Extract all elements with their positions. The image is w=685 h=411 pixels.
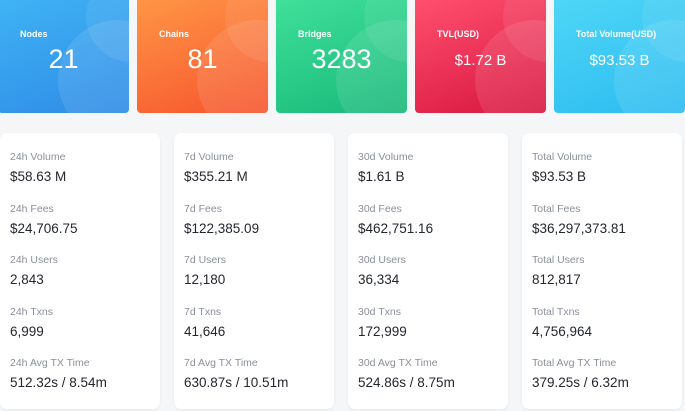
chains-label: Chains [159,29,190,39]
metric-label: 24h Fees [10,203,54,215]
metric-24h-txns: 24h Txns 6,999 [10,306,53,339]
metric-label: 30d Users [358,254,406,266]
metric-7d-txns: 7d Txns 41,646 [184,306,225,339]
metric-label: 7d Fees [184,203,222,215]
metric-7d-volume: 7d Volume $355.21 M [184,151,248,184]
metric-value: 379.25s / 6.32m [532,375,629,390]
metric-value: 4,756,964 [532,324,593,339]
metric-value: 41,646 [184,324,226,339]
tvl-card: TVL(USD) $1.72 B [415,0,546,113]
nodes-label: Nodes [20,29,48,39]
metric-label: 24h Users [10,254,58,266]
metric-total-volume: Total Volume $93.53 B [532,151,592,184]
metric-value: $36,297,373.81 [532,221,626,236]
metric-label: 30d Fees [358,203,402,215]
tvl-label: TVL(USD) [437,29,479,39]
metric-label: 7d Users [184,254,227,266]
metric-value: $355.21 M [184,169,248,184]
metric-7d-avg-tx-time: 7d Avg TX Time 630.87s / 10.51m [184,357,288,390]
chains-value: 81 [187,44,218,74]
metrics-card-30d: 30d Volume $1.61 B 30d Fees $462,751.16 … [348,133,508,409]
bridges-card: Bridges 3283 [276,0,407,113]
metric-label: 24h Volume [10,151,66,163]
metric-total-fees: Total Fees $36,297,373.81 [532,203,626,236]
bridges-label: Bridges [298,29,332,39]
total-volume-value: $93.53 B [589,52,650,69]
bridges-value: 3283 [311,44,372,74]
metric-value: $462,751.16 [358,221,434,236]
nodes-card: Nodes 21 [0,0,129,113]
metric-label: 7d Avg TX Time [184,357,258,369]
metric-30d-volume: 30d Volume $1.61 B [358,151,413,184]
metric-30d-txns: 30d Txns 172,999 [358,306,407,339]
metric-total-txns: Total Txns 4,756,964 [532,306,592,339]
metric-label: Total Txns [532,306,580,318]
metric-24h-users: 24h Users 2,843 [10,254,58,287]
metric-label: 30d Volume [358,151,414,163]
metric-label: 30d Txns [358,306,401,318]
metric-label: Total Fees [532,203,581,215]
metric-value: 812,817 [532,272,581,287]
metric-value: 512.32s / 8.54m [10,375,107,390]
metric-value: $58.63 M [10,169,67,184]
metric-24h-volume: 24h Volume $58.63 M [10,151,66,184]
nodes-value: 21 [48,44,79,74]
total-volume-label: Total Volume(USD) [576,29,657,39]
metric-label: 7d Txns [184,306,222,318]
metric-label: 30d Avg TX Time [358,357,438,369]
metric-30d-avg-tx-time: 30d Avg TX Time 524.86s / 8.75m [358,357,455,390]
metric-value: 6,999 [10,324,44,339]
metric-value: 172,999 [358,324,407,339]
metric-total-users: Total Users 812,817 [532,254,585,287]
metric-value: 524.86s / 8.75m [358,375,455,390]
metric-30d-fees: 30d Fees $462,751.16 [358,203,433,236]
metric-label: 7d Volume [184,151,234,163]
metric-7d-users: 7d Users 12,180 [184,254,226,287]
metrics-card-7d: 7d Volume $355.21 M 7d Fees $122,385.09 … [174,133,334,409]
metric-value: 2,843 [10,272,44,287]
metric-value: $1.61 B [358,169,405,184]
metric-24h-avg-tx-time: 24h Avg TX Time 512.32s / 8.54m [10,357,107,390]
metric-value: $93.53 B [532,169,587,184]
metric-30d-users: 30d Users 36,334 [358,254,406,287]
metric-label: Total Users [532,254,585,266]
total-volume-card: Total Volume(USD) $93.53 B [554,0,685,113]
metric-value: 12,180 [184,272,226,287]
metric-24h-fees: 24h Fees $24,706.75 [10,203,78,236]
tvl-value: $1.72 B [454,52,507,69]
chains-card: Chains 81 [137,0,268,113]
metric-7d-fees: 7d Fees $122,385.09 [184,203,259,236]
metrics-card-total: Total Volume $93.53 B Total Fees $36,297… [522,133,682,409]
stats-row: Nodes 21 Chains 81 Bridges 3283 TVL(USD)… [0,0,685,114]
metric-value: 36,334 [358,272,400,287]
metrics-card-24h: 24h Volume $58.63 M 24h Fees $24,706.75 … [0,133,160,409]
metric-value: 630.87s / 10.51m [184,375,289,390]
metric-label: 24h Txns [10,306,53,318]
metric-label: 24h Avg TX Time [10,357,90,369]
metric-label: Total Avg TX Time [532,357,617,369]
metric-label: Total Volume [532,151,593,163]
metric-value: $24,706.75 [10,221,78,236]
metric-value: $122,385.09 [184,221,260,236]
metric-total-avg-tx-time: Total Avg TX Time 379.25s / 6.32m [532,357,629,390]
